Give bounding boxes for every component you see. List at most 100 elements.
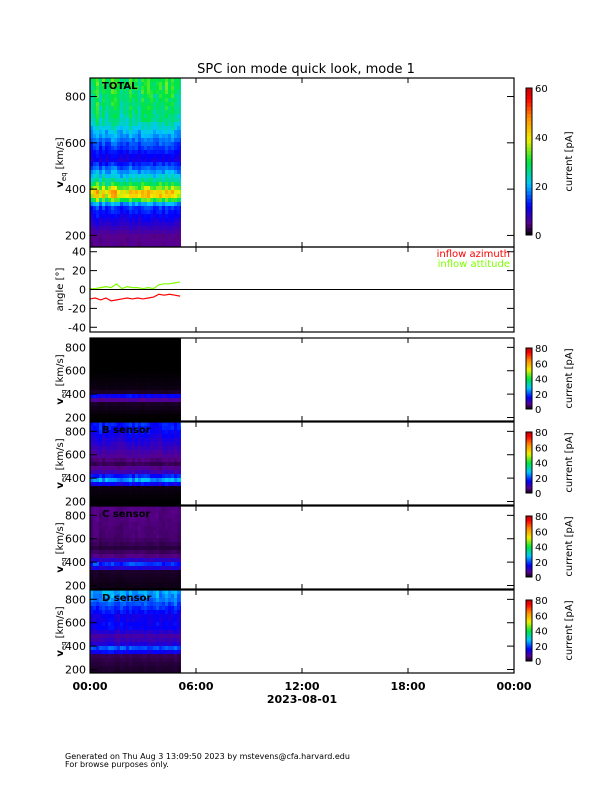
spectrogram-cell [180, 98, 181, 102]
colorbar-segment [526, 538, 532, 541]
spectrogram-cell [165, 658, 168, 662]
spectrogram-cell [138, 438, 141, 442]
spectrogram-cell [93, 498, 96, 502]
spectrogram-cell [144, 486, 147, 490]
spectrogram-cell [135, 474, 138, 478]
y-axis-label: veq[km/s] [55, 522, 68, 572]
spectrogram-cell [135, 366, 138, 370]
spectrogram-cell [174, 382, 177, 386]
spectrogram-cell [168, 346, 171, 350]
spectrogram-cell [150, 158, 153, 162]
spectrogram-cell [144, 354, 147, 358]
colorbar-tick-label: 80 [535, 344, 548, 355]
spectrogram-cell [174, 434, 177, 438]
spectrogram-cell [165, 426, 168, 430]
spectrogram-cell [171, 482, 174, 486]
spectrogram-cell [90, 86, 93, 90]
spectrogram-cell [138, 190, 141, 194]
spectrogram-cell [93, 214, 96, 218]
spectrogram-cell [168, 142, 171, 146]
spectrogram-cell [159, 570, 162, 574]
spectrogram-cell [177, 446, 180, 450]
spectrogram-cell [93, 106, 96, 110]
spectrogram-cell [117, 138, 120, 142]
spectrogram-cell [93, 582, 96, 586]
spectrogram-cell [177, 350, 180, 354]
spectrogram-cell [123, 594, 126, 598]
spectrogram-cell [126, 122, 129, 126]
spectrogram-cell [108, 170, 111, 174]
spectrogram-cell [141, 666, 144, 670]
spectrogram-cell [153, 522, 156, 526]
spectrogram-cell [162, 186, 165, 190]
spectrogram-cell [162, 110, 165, 114]
spectrogram-cell [93, 578, 96, 582]
spectrogram-cell [126, 414, 129, 418]
colorbar-segment [526, 227, 532, 232]
spectrogram-cell [174, 430, 177, 434]
spectrogram-cell [126, 538, 129, 542]
spectrogram-cell [105, 382, 108, 386]
spectrogram-cell [93, 638, 96, 642]
spectrogram-cell [108, 586, 111, 589]
spectrogram-cell [96, 546, 99, 550]
spectrogram-cell [105, 634, 108, 638]
spectrogram-cell [129, 610, 132, 614]
spectrogram-cell [93, 94, 96, 98]
spectrogram-cell [117, 166, 120, 170]
spectrogram-cell [126, 498, 129, 502]
spectrogram-cell [120, 102, 123, 106]
spectrogram-cell [111, 418, 114, 421]
spectrogram-cell [132, 526, 135, 530]
spectrogram-cell [126, 162, 129, 166]
spectrogram-cell [93, 162, 96, 166]
spectrogram-cell [120, 374, 123, 378]
spectrogram-cell [120, 514, 123, 518]
spectrogram-cell [93, 402, 96, 406]
spectrogram-cell [177, 338, 180, 342]
spectrogram-cell [180, 382, 181, 386]
spectrogram-cell [153, 662, 156, 666]
spectrogram-cell [171, 454, 174, 458]
spectrogram-cell [114, 626, 117, 630]
spectrogram-cell [159, 174, 162, 178]
spectrogram-cell [96, 554, 99, 558]
spectrogram-cell [165, 474, 168, 478]
spectrogram-cell [150, 486, 153, 490]
spectrogram-cell [117, 358, 120, 362]
spectrogram-cell [144, 470, 147, 474]
spectrogram-cell [141, 534, 144, 538]
spectrogram-cell [123, 638, 126, 642]
spectrogram-cell [156, 610, 159, 614]
spectrogram-cell [114, 606, 117, 610]
spectrogram-cell [177, 82, 180, 86]
spectrogram-cell [135, 150, 138, 154]
spectrogram-cell [138, 570, 141, 574]
colorbar-segment [526, 491, 532, 494]
spectrogram-cell [93, 626, 96, 630]
spectrogram-cell [168, 350, 171, 354]
spectrogram-cell [111, 662, 114, 666]
spectrogram-cell [156, 670, 159, 673]
spectrogram-cell [114, 470, 117, 474]
spectrogram-cell [165, 534, 168, 538]
spectrogram-cell [168, 642, 171, 646]
spectrogram-cell [120, 242, 123, 246]
spectrogram-cell [144, 78, 147, 82]
spectrogram-cell [129, 482, 132, 486]
spectrogram-cell [156, 434, 159, 438]
spectrogram-cell [165, 430, 168, 434]
spectrogram-cell [120, 582, 123, 586]
spectrogram-cell [180, 222, 181, 226]
spectrogram-cell [96, 370, 99, 374]
spectrogram-cell [156, 170, 159, 174]
spectrogram-cell [171, 418, 174, 421]
spectrogram-cell [153, 630, 156, 634]
spectrogram-cell [117, 598, 120, 602]
spectrogram-cell [108, 194, 111, 198]
spectrogram-cell [162, 650, 165, 654]
spectrogram-cell [129, 494, 132, 498]
spectrogram-cell [177, 386, 180, 390]
spectrogram-cell [153, 642, 156, 646]
spectrogram-cell [123, 506, 126, 510]
